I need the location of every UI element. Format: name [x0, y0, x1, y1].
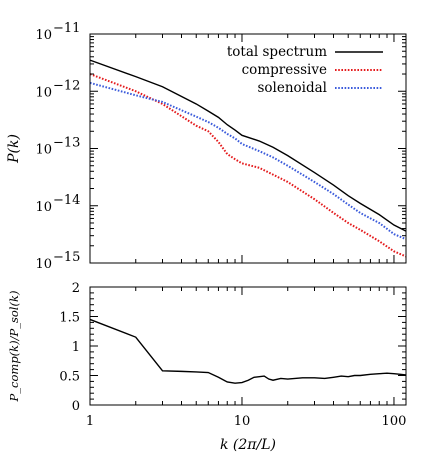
series-line-total-spectrum: [89, 59, 407, 232]
series-line-solenoidal: [89, 81, 407, 241]
ratio-panel: 0 0.5 1 1.5 2 1 10 100 P_comp(k)/P_sol(k) k (2…: [7, 281, 407, 453]
spectrum-y-axis-label: P(k): [6, 134, 22, 164]
y-tick-mantissa: 10: [35, 200, 52, 215]
y-tick-label: 2: [72, 281, 80, 296]
ratio-line: [89, 318, 407, 384]
x-axis-label: k (2π/L): [220, 437, 276, 453]
legend-label: solenoidal: [257, 80, 327, 96]
y-tick-label: 10 −12: [35, 78, 80, 100]
y-tick-label: 0.5: [59, 370, 80, 385]
y-tick-mantissa: 10: [35, 28, 52, 43]
y-tick-label: 1: [72, 340, 80, 355]
x-tick-label: 10: [234, 414, 251, 429]
y-tick-label: 10 −11: [35, 21, 80, 43]
y-tick-mantissa: 10: [35, 143, 52, 158]
y-tick-mantissa: 10: [35, 257, 52, 272]
y-tick-exponent: −14: [53, 193, 80, 208]
y-tick-exponent: −13: [53, 136, 80, 151]
y-tick-label: 10 −13: [35, 136, 80, 158]
y-tick-label: 1.5: [59, 311, 80, 326]
y-tick-label: 0: [72, 399, 80, 414]
y-tick-exponent: −11: [53, 21, 80, 36]
y-tick-label: 10 −15: [35, 250, 80, 272]
x-tick-label: 100: [382, 414, 407, 429]
x-tick-label: 1: [86, 414, 94, 429]
legend: total spectrum compressive solenoidal: [227, 44, 383, 96]
y-tick-mantissa: 10: [35, 85, 52, 100]
legend-label: total spectrum: [227, 44, 327, 60]
y-tick-exponent: −15: [53, 250, 80, 265]
series-line-compressive: [89, 73, 407, 258]
y-tick-label: 10 −14: [35, 193, 80, 215]
legend-label: compressive: [242, 62, 327, 78]
y-tick-exponent: −12: [53, 78, 80, 93]
ratio-y-axis-label: P_comp(k)/P_sol(k): [7, 291, 21, 403]
ratio-plot-frame: [89, 286, 407, 406]
